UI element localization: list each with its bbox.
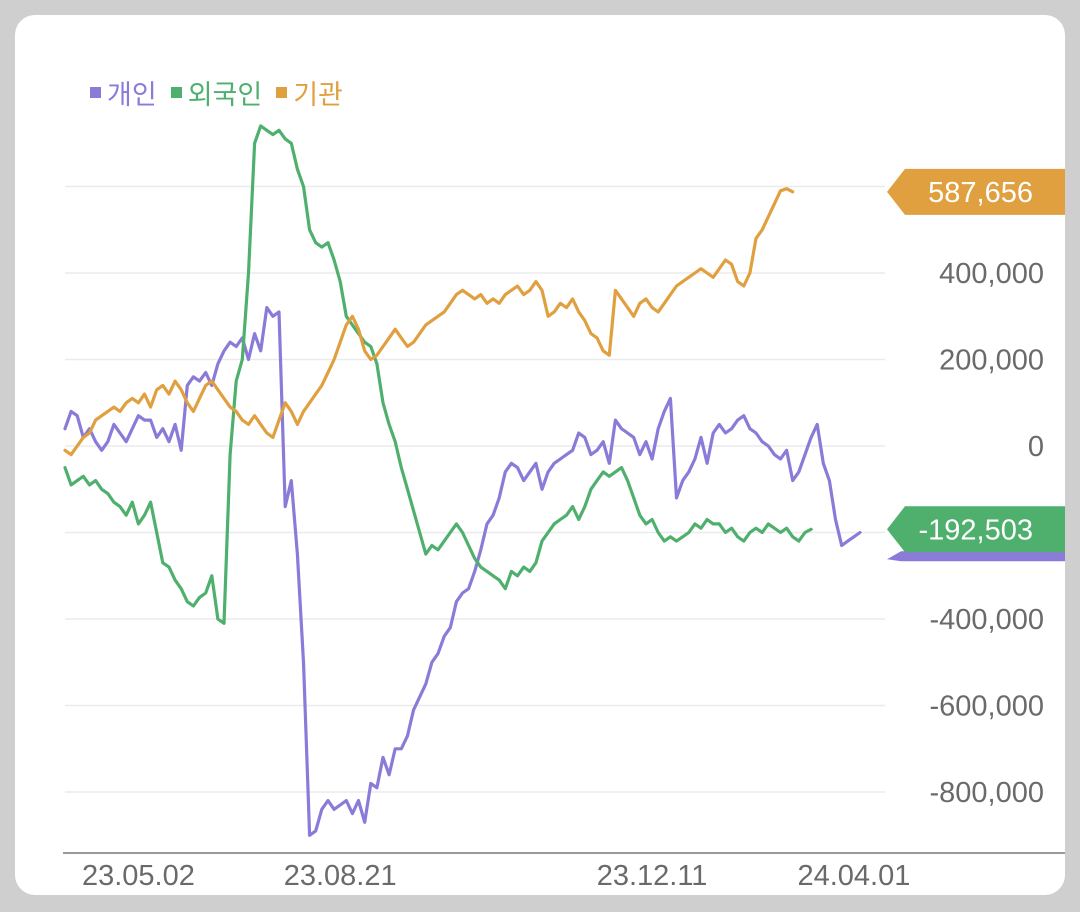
y-tick-label: 400,000 [939,258,1044,290]
legend-item-institution[interactable]: 기관 [276,73,343,112]
y-tick-label: -400,000 [930,604,1045,636]
legend-label-foreign: 외국인 [187,80,263,111]
legend: 개인 외국인 기관 [90,73,343,112]
x-tick-label: 23.05.02 [82,860,195,892]
legend-item-individual[interactable]: 개인 [90,73,157,112]
y-tick-label: 0 [1028,431,1044,463]
value-tag-shape [887,506,1065,553]
value-tag-individual [887,551,1065,562]
value-tag-institution: 587,656 [887,168,1065,215]
x-tick-label: 23.12.11 [597,860,708,892]
value-tag-text: 587,656 [928,177,1033,209]
series-line-institution [63,187,795,457]
series-line-individual [63,306,862,837]
y-tick-label: 200,000 [939,345,1044,377]
legend-swatch-foreign [170,87,182,98]
x-tick-label: 23.08.21 [284,860,397,892]
series-line-foreign [63,124,813,625]
value-tag-shape [887,168,1065,215]
value-tag-text: -192,503 [919,514,1034,546]
x-tick-label: 24.04.01 [797,860,910,892]
y-tick-label: -800,000 [930,777,1045,809]
legend-item-foreign[interactable]: 외국인 [170,73,263,112]
legend-swatch-institution [276,87,288,98]
line-chart: 400,000200,0000-400,000-600,000-800,000 … [63,124,1065,892]
y-tick-label: -600,000 [930,691,1045,723]
chart-card: 400,000 200,000 0 -400,000 -600,000 -800,000 … [15,15,1065,895]
legend-label-institution: 기관 [293,80,343,111]
legend-label-individual: 개인 [107,80,157,111]
legend-swatch-individual [90,87,101,98]
value-tag-foreign: -192,503 [887,506,1065,553]
